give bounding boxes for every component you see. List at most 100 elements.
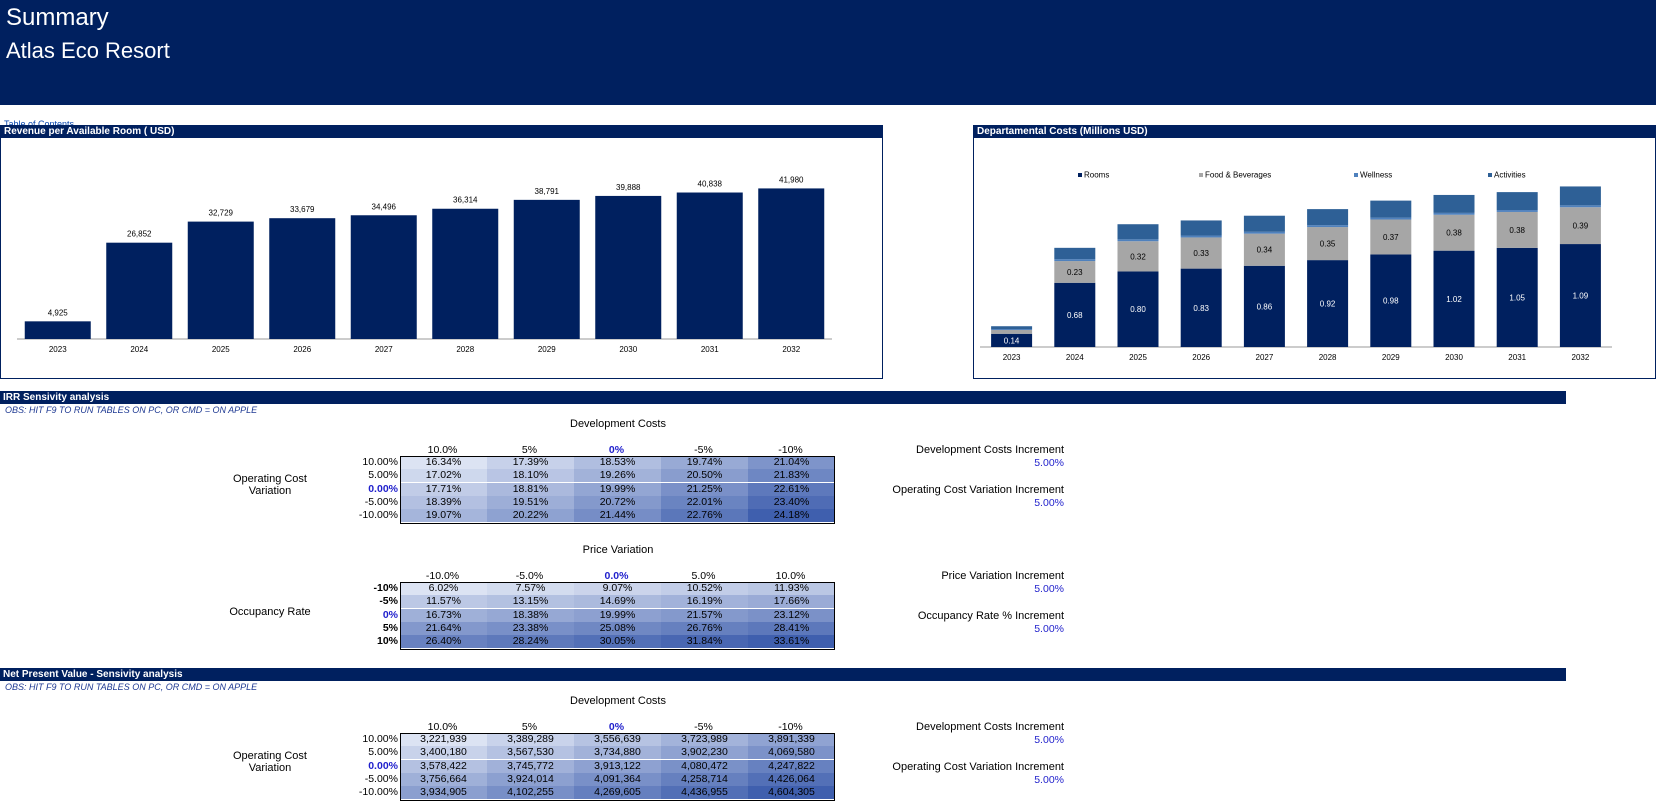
table-cell[interactable]: 28.24%	[487, 635, 574, 649]
dept-bar-segment	[1370, 254, 1412, 347]
table-cell[interactable]: 13.15%	[487, 595, 574, 609]
table-cell[interactable]: 4,247,822	[748, 759, 835, 773]
table-cell[interactable]: 26.76%	[661, 621, 748, 635]
table-cell[interactable]: 30.05%	[574, 635, 661, 649]
table-cell[interactable]: 4,069,580	[748, 746, 835, 760]
table-cell[interactable]: 4,102,255	[487, 786, 574, 800]
table-cell[interactable]: 18.81%	[487, 482, 574, 496]
table-cell[interactable]: 3,567,530	[487, 746, 574, 760]
table-cell[interactable]: 3,556,639	[574, 733, 661, 746]
column-header: 10.0%	[775, 570, 806, 582]
table-of-contents-link[interactable]: Table of Contents	[4, 119, 75, 129]
column-header: 10.0%	[427, 444, 458, 456]
table-cell[interactable]: 20.50%	[661, 469, 748, 483]
table-cell[interactable]: 16.73%	[400, 608, 487, 622]
table-cell[interactable]: 24.18%	[748, 509, 835, 523]
revpar-tick-label: 2029	[538, 345, 556, 354]
table-cell[interactable]: 16.34%	[400, 456, 487, 469]
table-cell[interactable]: 17.66%	[748, 595, 835, 609]
dept-bar-segment	[1307, 225, 1349, 228]
dept-tick-label: 2031	[1508, 353, 1526, 362]
table-cell[interactable]: 3,734,880	[574, 746, 661, 760]
table-cell[interactable]: 19.26%	[574, 469, 661, 483]
table-cell[interactable]: 22.61%	[748, 482, 835, 496]
increment-value[interactable]: 5.00%	[1034, 497, 1064, 509]
table-cell[interactable]: 19.51%	[487, 495, 574, 509]
dept-tick-label: 2032	[1572, 353, 1590, 362]
table-cell[interactable]: 21.57%	[661, 608, 748, 622]
dept-bar-segment	[1559, 186, 1601, 206]
table-cell[interactable]: 7.57%	[487, 582, 574, 595]
table-cell[interactable]: 20.22%	[487, 509, 574, 523]
table-cell[interactable]: 20.72%	[574, 495, 661, 509]
npv-obs-note: OBS: HIT F9 TO RUN TABLES ON PC, OR CMD …	[5, 682, 258, 692]
table-cell[interactable]: 19.99%	[574, 482, 661, 496]
revpar-chart-title: Revenue per Available Room ( USD)	[1, 126, 882, 138]
table-cell[interactable]: 3,723,989	[661, 733, 748, 746]
table-cell[interactable]: 4,436,955	[661, 786, 748, 800]
revpar-bar	[758, 188, 825, 339]
table-cell[interactable]: 10.52%	[661, 582, 748, 595]
table-cell[interactable]: 3,934,905	[400, 786, 487, 800]
table-cell[interactable]: 26.40%	[400, 635, 487, 649]
table-cell[interactable]: 3,400,180	[400, 746, 487, 760]
table-cell[interactable]: 11.57%	[400, 595, 487, 609]
table-cell[interactable]: 18.38%	[487, 608, 574, 622]
table-cell[interactable]: 3,913,122	[574, 759, 661, 773]
table-cell[interactable]: 23.38%	[487, 621, 574, 635]
table-cell[interactable]: 3,924,014	[487, 772, 574, 786]
table-cell[interactable]: 14.69%	[574, 595, 661, 609]
dept-bar-segment	[1433, 212, 1475, 215]
table-cell[interactable]: 4,080,472	[661, 759, 748, 773]
table-cell[interactable]: 21.04%	[748, 456, 835, 469]
revpar-data-label: 38,791	[535, 187, 560, 196]
dept-costs-chart-panel[interactable]: Departamental Costs (Millions USD) Rooms…	[973, 125, 1656, 379]
table-cell[interactable]: 28.41%	[748, 621, 835, 635]
column-header: -10.0%	[425, 570, 460, 582]
table-cell[interactable]: 4,258,714	[661, 772, 748, 786]
table-cell[interactable]: 3,745,772	[487, 759, 574, 773]
table-cell[interactable]: 4,604,305	[748, 786, 835, 800]
table-cell[interactable]: 18.53%	[574, 456, 661, 469]
table-cell[interactable]: 31.84%	[661, 635, 748, 649]
table-cell[interactable]: 3,902,230	[661, 746, 748, 760]
table-cell[interactable]: 3,756,664	[400, 772, 487, 786]
table-cell[interactable]: 9.07%	[574, 582, 661, 595]
increment-value[interactable]: 5.00%	[1034, 734, 1064, 746]
table-cell[interactable]: 3,578,422	[400, 759, 487, 773]
increment-value[interactable]: 5.00%	[1034, 623, 1064, 635]
table-cell[interactable]: 22.76%	[661, 509, 748, 523]
table-cell[interactable]: 25.08%	[574, 621, 661, 635]
table-cell[interactable]: 23.40%	[748, 495, 835, 509]
table-cell[interactable]: 17.02%	[400, 469, 487, 483]
table-cell[interactable]: 18.39%	[400, 495, 487, 509]
table-cell[interactable]: 3,221,939	[400, 733, 487, 746]
table-cell[interactable]: 21.44%	[574, 509, 661, 523]
table-cell[interactable]: 23.12%	[748, 608, 835, 622]
table-cell[interactable]: 19.74%	[661, 456, 748, 469]
increment-value[interactable]: 5.00%	[1034, 774, 1064, 786]
increment-value[interactable]: 5.00%	[1034, 457, 1064, 469]
table-cell[interactable]: 6.02%	[400, 582, 487, 595]
table-cell[interactable]: 21.83%	[748, 469, 835, 483]
table-cell[interactable]: 17.71%	[400, 482, 487, 496]
table-cell[interactable]: 3,389,289	[487, 733, 574, 746]
table-cell[interactable]: 18.10%	[487, 469, 574, 483]
table-cell[interactable]: 19.99%	[574, 608, 661, 622]
dept-bar-segment	[1117, 239, 1159, 242]
table-cell[interactable]: 11.93%	[748, 582, 835, 595]
table-cell[interactable]: 17.39%	[487, 456, 574, 469]
table-cell[interactable]: 4,269,605	[574, 786, 661, 800]
table-cell[interactable]: 22.01%	[661, 495, 748, 509]
increment-value[interactable]: 5.00%	[1034, 583, 1064, 595]
table-cell[interactable]: 33.61%	[748, 635, 835, 649]
table-cell[interactable]: 4,091,364	[574, 772, 661, 786]
table-cell[interactable]: 4,426,064	[748, 772, 835, 786]
table-cell[interactable]: 3,891,339	[748, 733, 835, 746]
column-header: -5%	[694, 444, 713, 456]
table-cell[interactable]: 19.07%	[400, 509, 487, 523]
table-cell[interactable]: 21.25%	[661, 482, 748, 496]
table-cell[interactable]: 16.19%	[661, 595, 748, 609]
revpar-chart-panel[interactable]: Revenue per Available Room ( USD) 4,925 2…	[0, 125, 883, 379]
table-cell[interactable]: 21.64%	[400, 621, 487, 635]
